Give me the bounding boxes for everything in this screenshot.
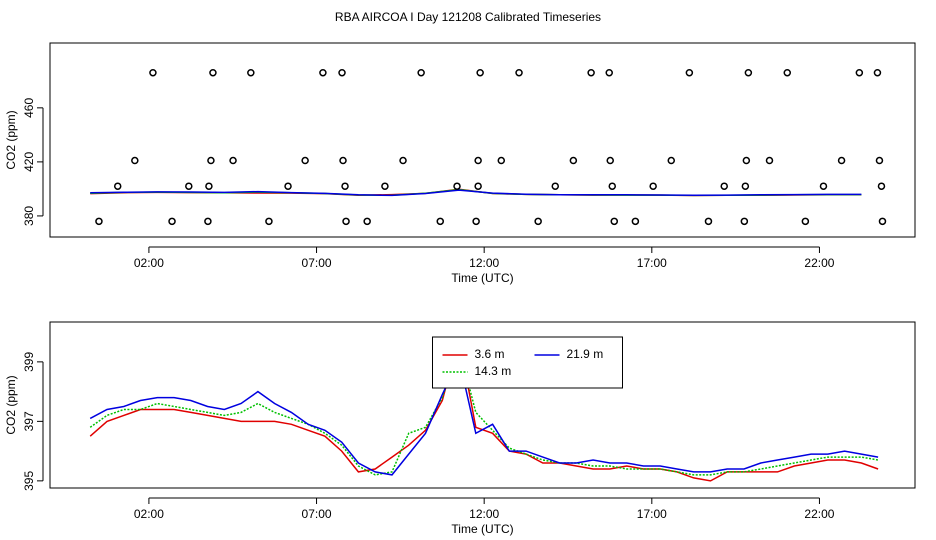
- sample-point: [497, 156, 506, 165]
- x-tick-label: 12:00: [469, 256, 499, 270]
- sample-point: [765, 156, 774, 165]
- sample-point: [855, 68, 864, 77]
- sample-point: [168, 217, 176, 226]
- y-tick-label: 397: [22, 411, 36, 431]
- sample-point: [207, 156, 215, 165]
- plot-frame: [49, 42, 916, 238]
- sample-point: [551, 182, 560, 190]
- sample-point: [608, 182, 616, 190]
- sample-point: [783, 68, 792, 77]
- x-tick-label: 12:00: [469, 507, 499, 521]
- sample-point: [474, 156, 482, 165]
- y-axis-label: CO2 (ppm): [4, 375, 18, 434]
- sample-point: [534, 217, 542, 226]
- series-line: [90, 189, 862, 197]
- sample-point: [649, 182, 657, 190]
- sample-point: [742, 156, 751, 165]
- legend-label: 21.9 m: [567, 347, 604, 361]
- sample-point: [453, 182, 461, 190]
- sample-point: [877, 182, 886, 190]
- sample-point: [720, 182, 728, 190]
- sample-point: [338, 68, 346, 77]
- sample-point: [363, 217, 371, 226]
- sample-point: [205, 182, 213, 190]
- series-line: [89, 344, 879, 476]
- legend-label: 14.3 m: [475, 364, 512, 378]
- series-line: [89, 356, 879, 476]
- x-tick-label: 07:00: [302, 507, 332, 521]
- sample-point: [474, 182, 482, 190]
- sample-point: [741, 182, 750, 190]
- sample-point: [605, 68, 613, 77]
- x-tick-label: 22:00: [804, 507, 834, 521]
- sample-point: [399, 156, 407, 165]
- sample-point: [131, 156, 139, 165]
- sample-point: [381, 182, 389, 190]
- y-tick-label: 395: [22, 471, 36, 491]
- sample-point: [515, 68, 523, 77]
- x-axis-label: Time (UTC): [451, 522, 513, 536]
- sample-point: [472, 217, 480, 226]
- sample-point: [476, 68, 484, 77]
- x-tick-label: 07:00: [302, 256, 332, 270]
- sample-point: [819, 182, 828, 190]
- y-axis-label: CO2 (ppm): [4, 110, 18, 169]
- sample-point: [113, 182, 122, 190]
- sample-point: [229, 156, 237, 165]
- sample-point: [801, 217, 810, 226]
- sample-point: [149, 68, 157, 77]
- sample-point: [667, 156, 676, 165]
- x-tick-label: 02:00: [134, 256, 164, 270]
- x-tick-label: 17:00: [637, 507, 667, 521]
- y-tick-label: 380: [22, 206, 36, 226]
- sample-point: [436, 217, 445, 226]
- sample-point: [301, 156, 309, 165]
- sample-point: [284, 182, 292, 190]
- page-title: RBA AIRCOA I Day 121208 Calibrated Times…: [335, 10, 601, 24]
- sample-point: [341, 182, 349, 190]
- sample-point: [704, 217, 713, 226]
- sample-point: [342, 217, 350, 226]
- plot-frame: [49, 321, 916, 489]
- sample-point: [417, 68, 425, 77]
- sample-point: [265, 217, 273, 226]
- sample-point: [339, 156, 347, 165]
- sample-point: [319, 68, 327, 77]
- sample-point: [247, 68, 255, 77]
- legend-box: [432, 336, 623, 389]
- sample-point: [185, 182, 193, 190]
- sample-point: [837, 156, 846, 165]
- sample-point: [569, 156, 578, 165]
- sample-point: [685, 68, 694, 77]
- x-tick-label: 02:00: [134, 507, 164, 521]
- x-tick-label: 22:00: [804, 256, 834, 270]
- legend-label: 3.6 m: [475, 347, 505, 361]
- y-tick-label: 399: [22, 352, 36, 372]
- series-line: [89, 337, 879, 482]
- sample-point: [740, 217, 749, 226]
- sample-point: [610, 217, 619, 226]
- sample-point: [204, 217, 212, 226]
- sample-point: [606, 156, 614, 165]
- sample-point: [209, 68, 217, 77]
- y-tick-label: 420: [22, 152, 36, 172]
- sample-point: [587, 68, 595, 77]
- sample-point: [873, 68, 882, 77]
- sample-point: [875, 156, 884, 165]
- sample-point: [95, 217, 103, 226]
- sample-point: [631, 217, 640, 226]
- x-axis-label: Time (UTC): [451, 271, 513, 285]
- sample-point: [744, 68, 753, 77]
- x-tick-label: 17:00: [637, 256, 667, 270]
- sample-point: [878, 217, 887, 226]
- y-tick-label: 460: [22, 98, 36, 118]
